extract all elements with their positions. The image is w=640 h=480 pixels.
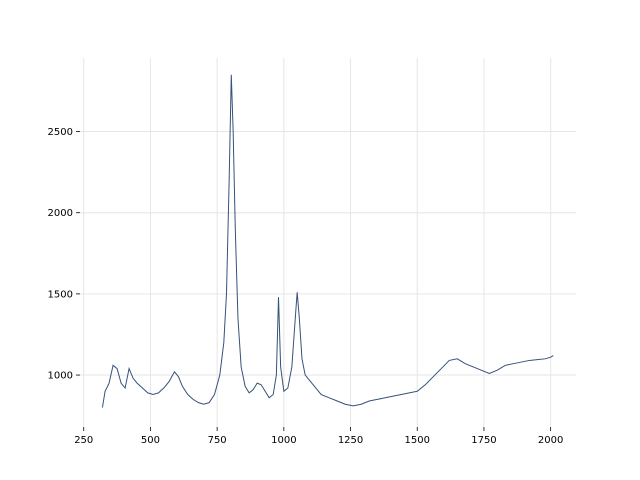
data-line (101, 74, 554, 408)
x-tick-label: 750 (208, 435, 227, 446)
x-tick-label: 2000 (538, 435, 563, 446)
y-tick-label: 2000 (48, 208, 73, 219)
x-tick-label: 1750 (471, 435, 496, 446)
y-tick-label: 1000 (48, 371, 73, 382)
x-tick-label: 1250 (338, 435, 363, 446)
y-tick-label: 2500 (48, 127, 73, 138)
x-tick-label: 1500 (405, 435, 430, 446)
y-tick-label: 1500 (48, 289, 73, 300)
x-tick-label: 1000 (271, 435, 296, 446)
x-tick-label: 500 (141, 435, 160, 446)
x-tick-label: 250 (74, 435, 93, 446)
